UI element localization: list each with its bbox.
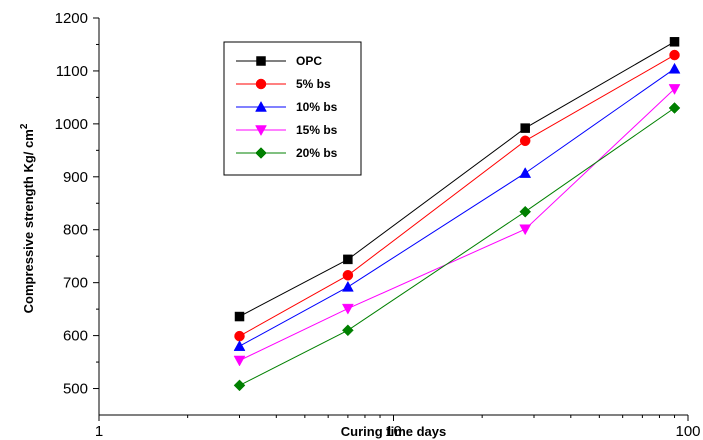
y-axis-ticks: 500 600 700 800 900 1000 1100 1200	[55, 10, 99, 398]
legend-item: 15% bs	[236, 123, 338, 137]
data-point-square	[669, 37, 680, 47]
y-axis-title-text: Compressive strength Kg/ cm	[21, 129, 36, 313]
x-tick-label: 100	[675, 423, 700, 440]
legend-label: 5% bs	[296, 77, 331, 91]
series-opc	[234, 37, 680, 322]
plot-area	[98, 18, 688, 416]
data-point-triangle-up	[519, 167, 532, 178]
data-point-triangle-down	[341, 303, 354, 315]
legend-item: OPC	[236, 54, 322, 68]
y-axis-title: Compressive strength Kg/ cm2	[19, 123, 36, 313]
series-5-bs	[234, 49, 680, 342]
series-15-bs	[233, 84, 681, 367]
series-line	[239, 68, 675, 347]
legend-label: 15% bs	[296, 123, 338, 137]
x-axis-ticks: 1 10 100	[95, 415, 701, 440]
series-line	[239, 41, 675, 317]
data-point-square	[256, 56, 266, 66]
y-tick-label: 500	[63, 381, 88, 398]
series-line	[239, 54, 675, 337]
y-tick-label: 600	[63, 328, 88, 345]
data-point-square	[520, 123, 530, 133]
data-point-diamond	[255, 147, 267, 159]
data-point-triangle-down	[519, 224, 532, 236]
data-point-circle	[234, 330, 245, 342]
y-tick-label: 700	[63, 275, 88, 292]
legend-box	[223, 41, 362, 176]
legend-label: OPC	[296, 54, 322, 68]
data-point-circle	[519, 135, 531, 147]
y-tick-label: 1000	[55, 116, 88, 133]
legend-label: 10% bs	[296, 100, 338, 114]
y-tick-label: 900	[63, 169, 88, 186]
series-line	[239, 107, 675, 386]
series-line	[239, 88, 675, 361]
legend-item: 5% bs	[236, 77, 331, 91]
x-tick-label: 10	[385, 423, 402, 440]
data-point-circle	[342, 270, 354, 281]
y-axis-title-superscript: 2	[19, 123, 30, 129]
legend-item: 20% bs	[236, 146, 338, 160]
series-layer	[233, 37, 681, 392]
legend-label: 20% bs	[296, 146, 338, 160]
data-point-circle	[255, 78, 267, 90]
data-point-triangle-up	[255, 100, 267, 112]
data-point-diamond	[342, 324, 354, 337]
data-point-diamond	[519, 205, 532, 218]
data-point-diamond	[668, 102, 681, 114]
data-point-triangle-up	[233, 340, 246, 351]
y-tick-label: 1100	[56, 63, 88, 80]
data-point-circle	[669, 49, 680, 61]
data-point-triangle-down	[233, 355, 246, 367]
data-point-diamond	[233, 379, 246, 392]
data-point-triangle-up	[668, 62, 681, 74]
x-tick-label: 1	[95, 423, 103, 440]
x-axis-title: Curing time days	[341, 424, 446, 439]
y-tick-label: 800	[63, 222, 88, 239]
data-point-triangle-down	[668, 84, 681, 95]
legend-item: 10% bs	[236, 100, 338, 114]
y-tick-label: 1200	[55, 10, 88, 27]
data-point-triangle-down	[255, 125, 267, 137]
series-10-bs	[233, 62, 681, 351]
data-point-square	[343, 254, 353, 265]
data-point-square	[234, 311, 245, 322]
legend: OPC 5% bs 10% bs 15% bs 20% bs	[223, 41, 362, 176]
data-point-triangle-up	[341, 280, 354, 292]
series-20-bs	[233, 102, 681, 392]
